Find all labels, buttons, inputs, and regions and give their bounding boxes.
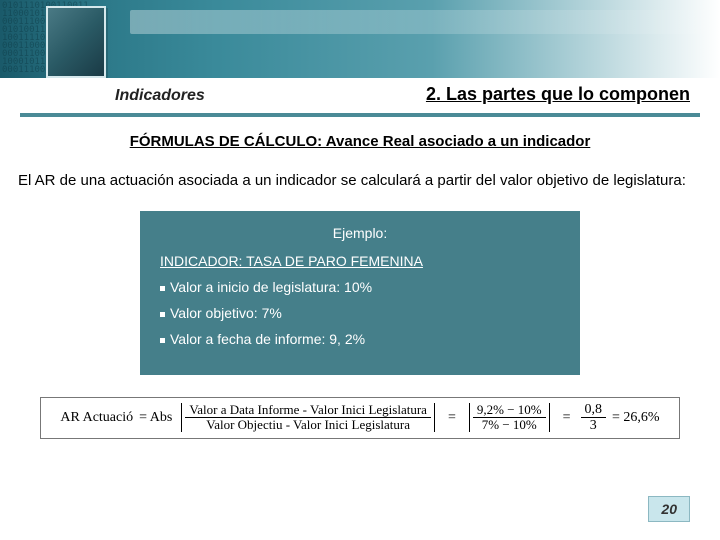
title-divider bbox=[20, 113, 700, 117]
title-row: Indicadores 2. Las partes que lo compone… bbox=[0, 78, 720, 111]
page-number-badge: 20 bbox=[648, 496, 690, 522]
formula-main-denominator: Valor Objectiu - Valor Inici Legislatura bbox=[202, 418, 414, 432]
subtitle: FÓRMULAS DE CÁLCULO: Avance Real asociad… bbox=[0, 133, 720, 150]
formula-step3-denominator: 3 bbox=[586, 418, 601, 433]
example-bullet: Valor objetivo: 7% bbox=[160, 305, 560, 321]
formula-main-numerator: Valor a Data Informe - Valor Inici Legis… bbox=[185, 403, 431, 418]
formula-main-fraction: Valor a Data Informe - Valor Inici Legis… bbox=[178, 403, 438, 433]
formula-result: = 26,6% bbox=[612, 410, 660, 426]
formula-step3-fraction: 0,8 3 bbox=[581, 402, 607, 434]
formula-step2-denominator: 7% − 10% bbox=[478, 418, 541, 432]
example-indicator: INDICADOR: TASA DE PARO FEMENINA bbox=[160, 253, 560, 269]
formula-label: AR Actuació bbox=[60, 410, 133, 426]
example-bullet: Valor a inicio de legislatura: 10% bbox=[160, 279, 560, 295]
header-banner: 0101110100110011 1100010110100110 000111… bbox=[0, 0, 720, 78]
header-stripe bbox=[130, 10, 720, 34]
formula-step2-numerator: 9,2% − 10% bbox=[473, 403, 546, 418]
example-heading: Ejemplo: bbox=[160, 225, 560, 241]
formula-box: AR Actuació = Abs Valor a Data Informe -… bbox=[40, 397, 680, 439]
equals: = bbox=[444, 410, 460, 426]
example-bullet: Valor a fecha de informe: 9, 2% bbox=[160, 331, 560, 347]
section-title-left: Indicadores bbox=[115, 87, 205, 105]
body-paragraph: El AR de una actuación asociada a un ind… bbox=[18, 172, 702, 191]
formula-step2-fraction: 9,2% − 10% 7% − 10% bbox=[466, 403, 553, 433]
header-photo bbox=[46, 6, 106, 78]
example-box: Ejemplo: INDICADOR: TASA DE PARO FEMENIN… bbox=[140, 211, 580, 375]
formula-abs-prefix: = Abs bbox=[139, 410, 172, 426]
formula-step3-numerator: 0,8 bbox=[581, 402, 607, 418]
section-title-right: 2. Las partes que lo componen bbox=[426, 84, 700, 105]
equals: = bbox=[559, 410, 575, 426]
